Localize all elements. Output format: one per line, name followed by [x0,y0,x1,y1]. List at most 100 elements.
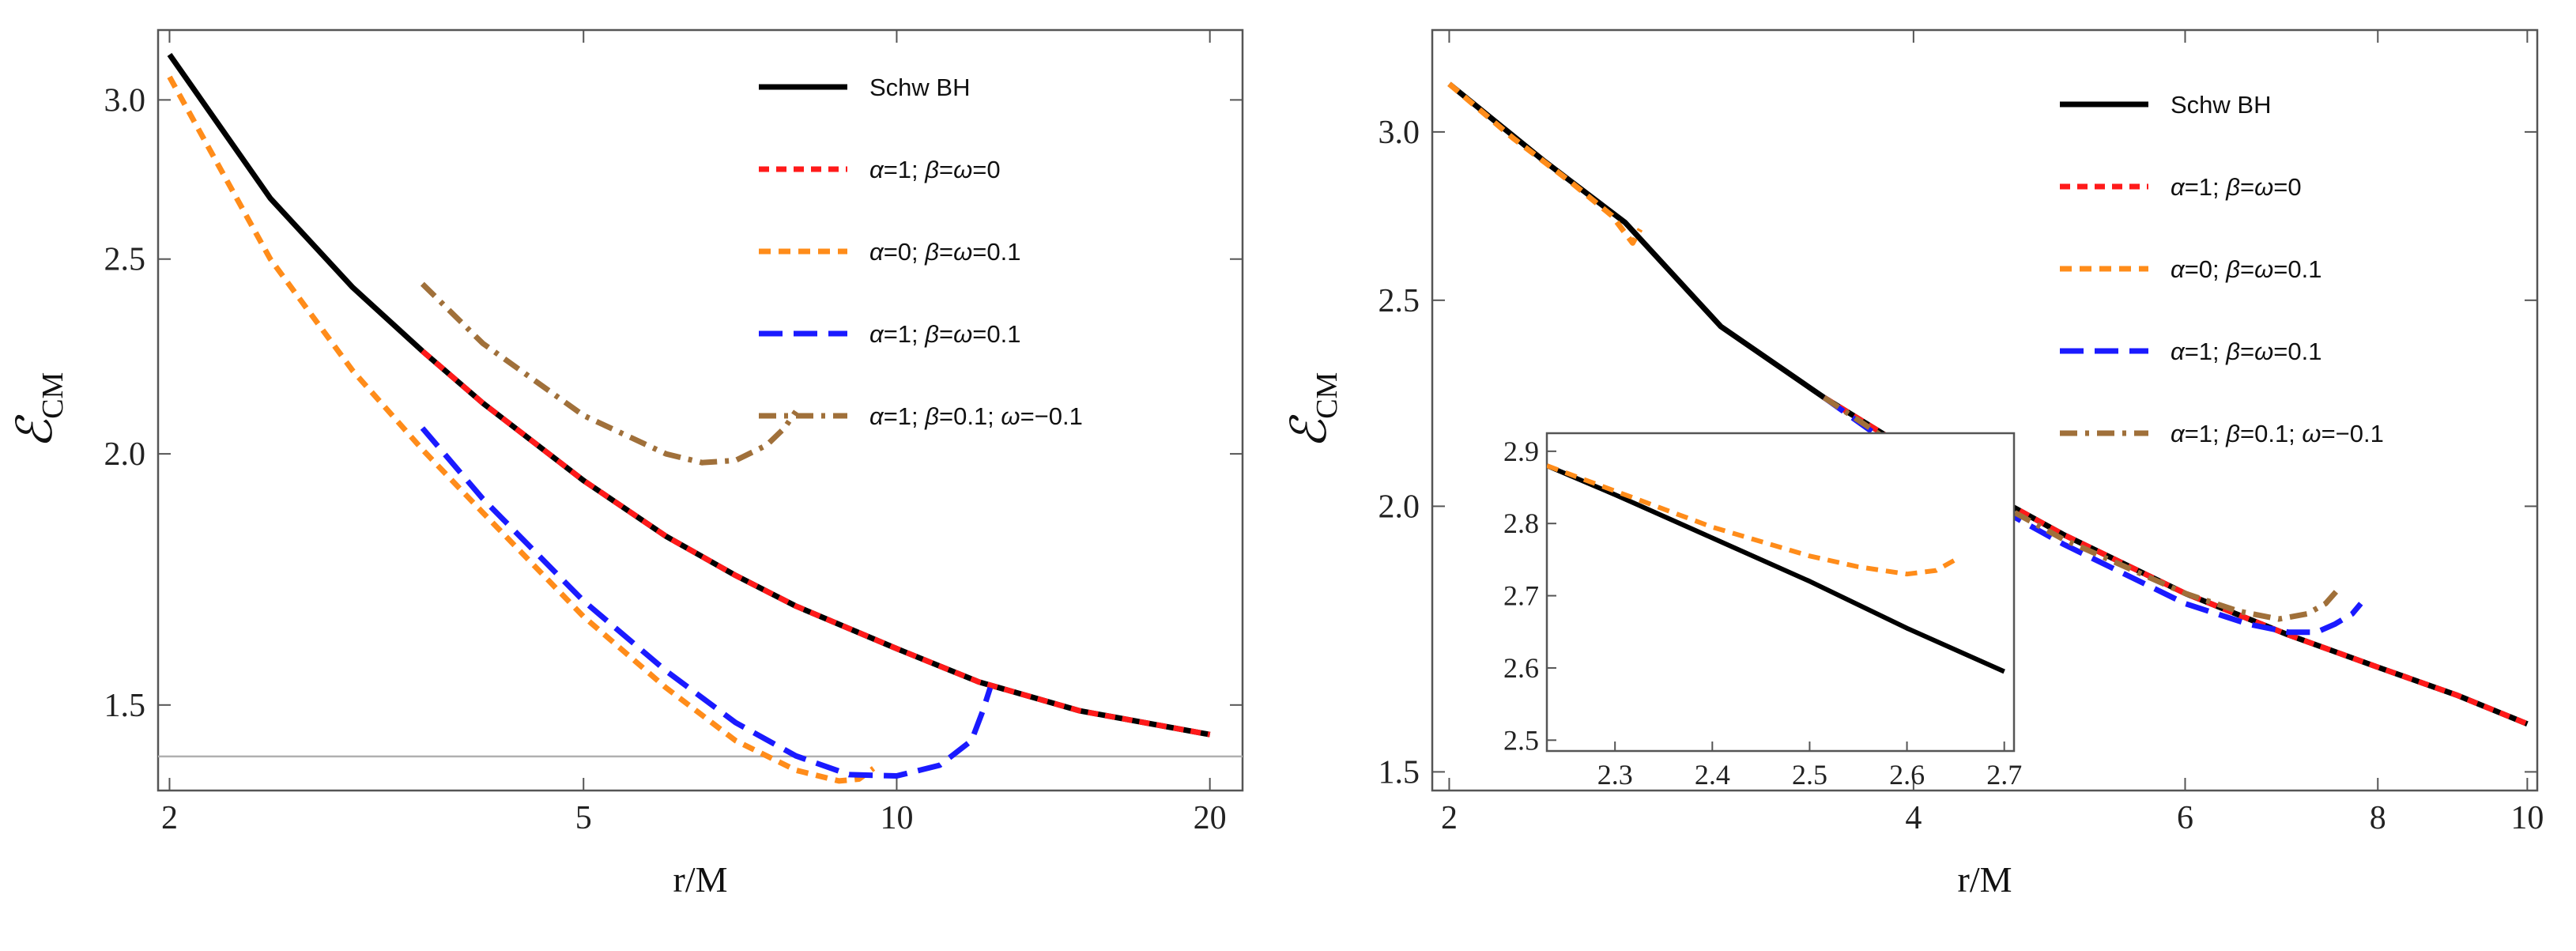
inset-x-tick-label: 2.5 [1792,759,1827,791]
panel-1-frame [157,28,1244,792]
panel-2-x-tick-label: 6 [2177,800,2193,836]
panel-2-legend-text-part: =1; [2185,420,2227,447]
panel-1-legend-label-3: α=1; β=ω=0.1 [869,320,1020,348]
panel-2-legend-text-part: =0.1 [2273,338,2321,365]
panel-1-legend-text-part: Schw BH [869,74,970,101]
panel-2-legend-text-part: ω [2254,255,2273,283]
panel-2-legend-text-part: = [2240,255,2254,283]
panel-2-legend-text-part: =−0.1 [2321,420,2384,447]
panel-2-legend-text-part: α [2171,338,2186,365]
panel-2-x-tick-label: 4 [1905,800,1922,836]
panel-1-series-line-1 [421,349,1211,738]
inset-y-tick-label: 2.7 [1503,580,1539,612]
panel-2-legend-label-3: α=1; β=ω=0.1 [2171,338,2321,365]
panel-2-legend-text-part: = [2240,338,2254,365]
panel-2-legend-text-part: =0; [2185,255,2227,283]
inset-x-tick-label: 2.3 [1597,759,1633,791]
panel-2-frame [1431,28,2539,792]
panel-2-y-tick-label: 2.0 [1379,489,1420,525]
panel-2-x-tick-label: 8 [2370,800,2386,836]
panel-1-legend-text-part: ω [953,238,972,266]
panel-2-legend-text-part: β [2225,173,2240,201]
panel-2-y-tick-label: 3.0 [1379,115,1420,151]
panel-2-legend-text-part: = [2240,173,2254,201]
inset-series-line-1 [1547,463,1957,577]
panel-1-x-tick-label: 20 [1194,800,1227,836]
panel-1-legend-text-part: =0.1 [972,320,1020,348]
panel-1-x-tick-label: 10 [880,800,913,836]
panel-2-legend-text-part: β [2225,255,2240,283]
panel-2-y-tick-label: 1.5 [1379,754,1420,791]
inset-plot-area [1547,463,2005,674]
panel-1-x-axis-title: r/M [673,859,728,900]
panel-1-legend-label-1: α=1; β=ω=0 [869,156,1001,183]
panel-2-legend-text-part: =0.1; [2240,420,2302,447]
panel-2-legend-text-part: α [2171,420,2186,447]
panel-2-series-line-2 [1447,81,1643,246]
panel-2-series-line-1 [1822,394,2529,726]
panel-1-legend-text-part: =1; [884,402,926,430]
panel-1-legend-text-part: = [939,156,953,183]
panel-1-legend-label-4: α=1; β=0.1; ω=−0.1 [869,402,1083,430]
panel-2-legend-text-part: ω [2302,420,2321,447]
inset-frame [1545,432,2016,753]
panel-2-legend-label-1: α=1; β=ω=0 [2171,173,2302,201]
panel-1-legend-text-part: α [869,238,884,266]
panel-2-legend-text-part: =1; [2185,173,2227,201]
panel-2-legend-text-part: β [2225,420,2240,447]
panel-1-legend-text-part: ω [953,320,972,348]
panel-1-legend-text-part: β [924,156,939,183]
y-axis-subscript: CM [1311,372,1344,419]
y-axis-subscript: CM [36,372,70,419]
panel-2-y-tick-label: 2.5 [1379,283,1420,319]
panel-1-legend-text-part: β [924,402,939,430]
panel-1-x-tick-label: 5 [575,800,592,836]
inset-series-line-0 [1547,463,2005,674]
panel-2-x-axis-title: r/M [1958,859,2012,900]
panel-1-legend-text-part: =0 [972,156,1000,183]
panel-1-legend-text-part: α [869,156,884,183]
panel-2-legend-label-2: α=0; β=ω=0.1 [2171,255,2321,283]
panel-2-x-tick-label: 10 [2510,800,2544,836]
panel-2-legend-text-part: =0.1 [2273,255,2321,283]
panel-2-legend-text-part: α [2171,255,2186,283]
panel-1-series-line-4 [420,281,798,466]
panel-1-legend-text-part: =1; [884,156,926,183]
panel-1-legend-text-part: =1; [884,320,926,348]
panel-2-legend-text-part: Schw BH [2171,91,2271,119]
inset-x-tick-label: 2.6 [1889,759,1925,791]
panel-1-legend-text-part: α [869,402,884,430]
panel-1-y-tick-label: 2.0 [104,436,146,473]
panel-1-series-line-0 [167,52,1211,738]
panel-1-legend-label-2: α=0; β=ω=0.1 [869,238,1020,266]
panel-1-series-line-3 [420,426,994,779]
panel-1-legend-text-part: =−0.1 [1020,402,1083,430]
panel-2-legend-text-part: ω [2254,173,2273,201]
panel-1-series-line-2 [167,75,876,784]
panel-1-legend-text-part: =0.1 [972,238,1020,266]
panel-2-x-tick-label: 2 [1441,800,1458,836]
panel-1-legend-text-part: = [939,320,953,348]
inset-y-tick-label: 2.8 [1503,508,1539,539]
panel-1-legend-text-part: β [924,320,939,348]
inset-y-tick-label: 2.9 [1503,436,1539,467]
panel-1-plot-area [158,52,1243,784]
inset-y-tick-label: 2.6 [1503,652,1539,684]
panel-1-legend-text-part: β [924,238,939,266]
y-axis-symbol: ℰ [9,414,62,448]
panel-1-y-axis-title: ℰCM [9,372,70,449]
panel-2-legend-label-0: Schw BH [2171,91,2271,119]
inset-y-tick-label: 2.5 [1503,724,1539,756]
panel-1-x-tick-label: 2 [161,800,178,836]
panel-2-legend-text-part: ω [2254,338,2273,365]
y-axis-symbol: ℰ [1283,414,1337,448]
inset-x-tick-label: 2.7 [1986,759,2022,791]
panel-1-y-tick-label: 1.5 [104,688,146,724]
inset-x-tick-label: 2.4 [1695,759,1730,791]
panel-2-legend-text-part: =0 [2273,173,2301,201]
panel-2-legend-label-4: α=1; β=0.1; ω=−0.1 [2171,420,2384,447]
panel-1-legend-text-part: α [869,320,884,348]
